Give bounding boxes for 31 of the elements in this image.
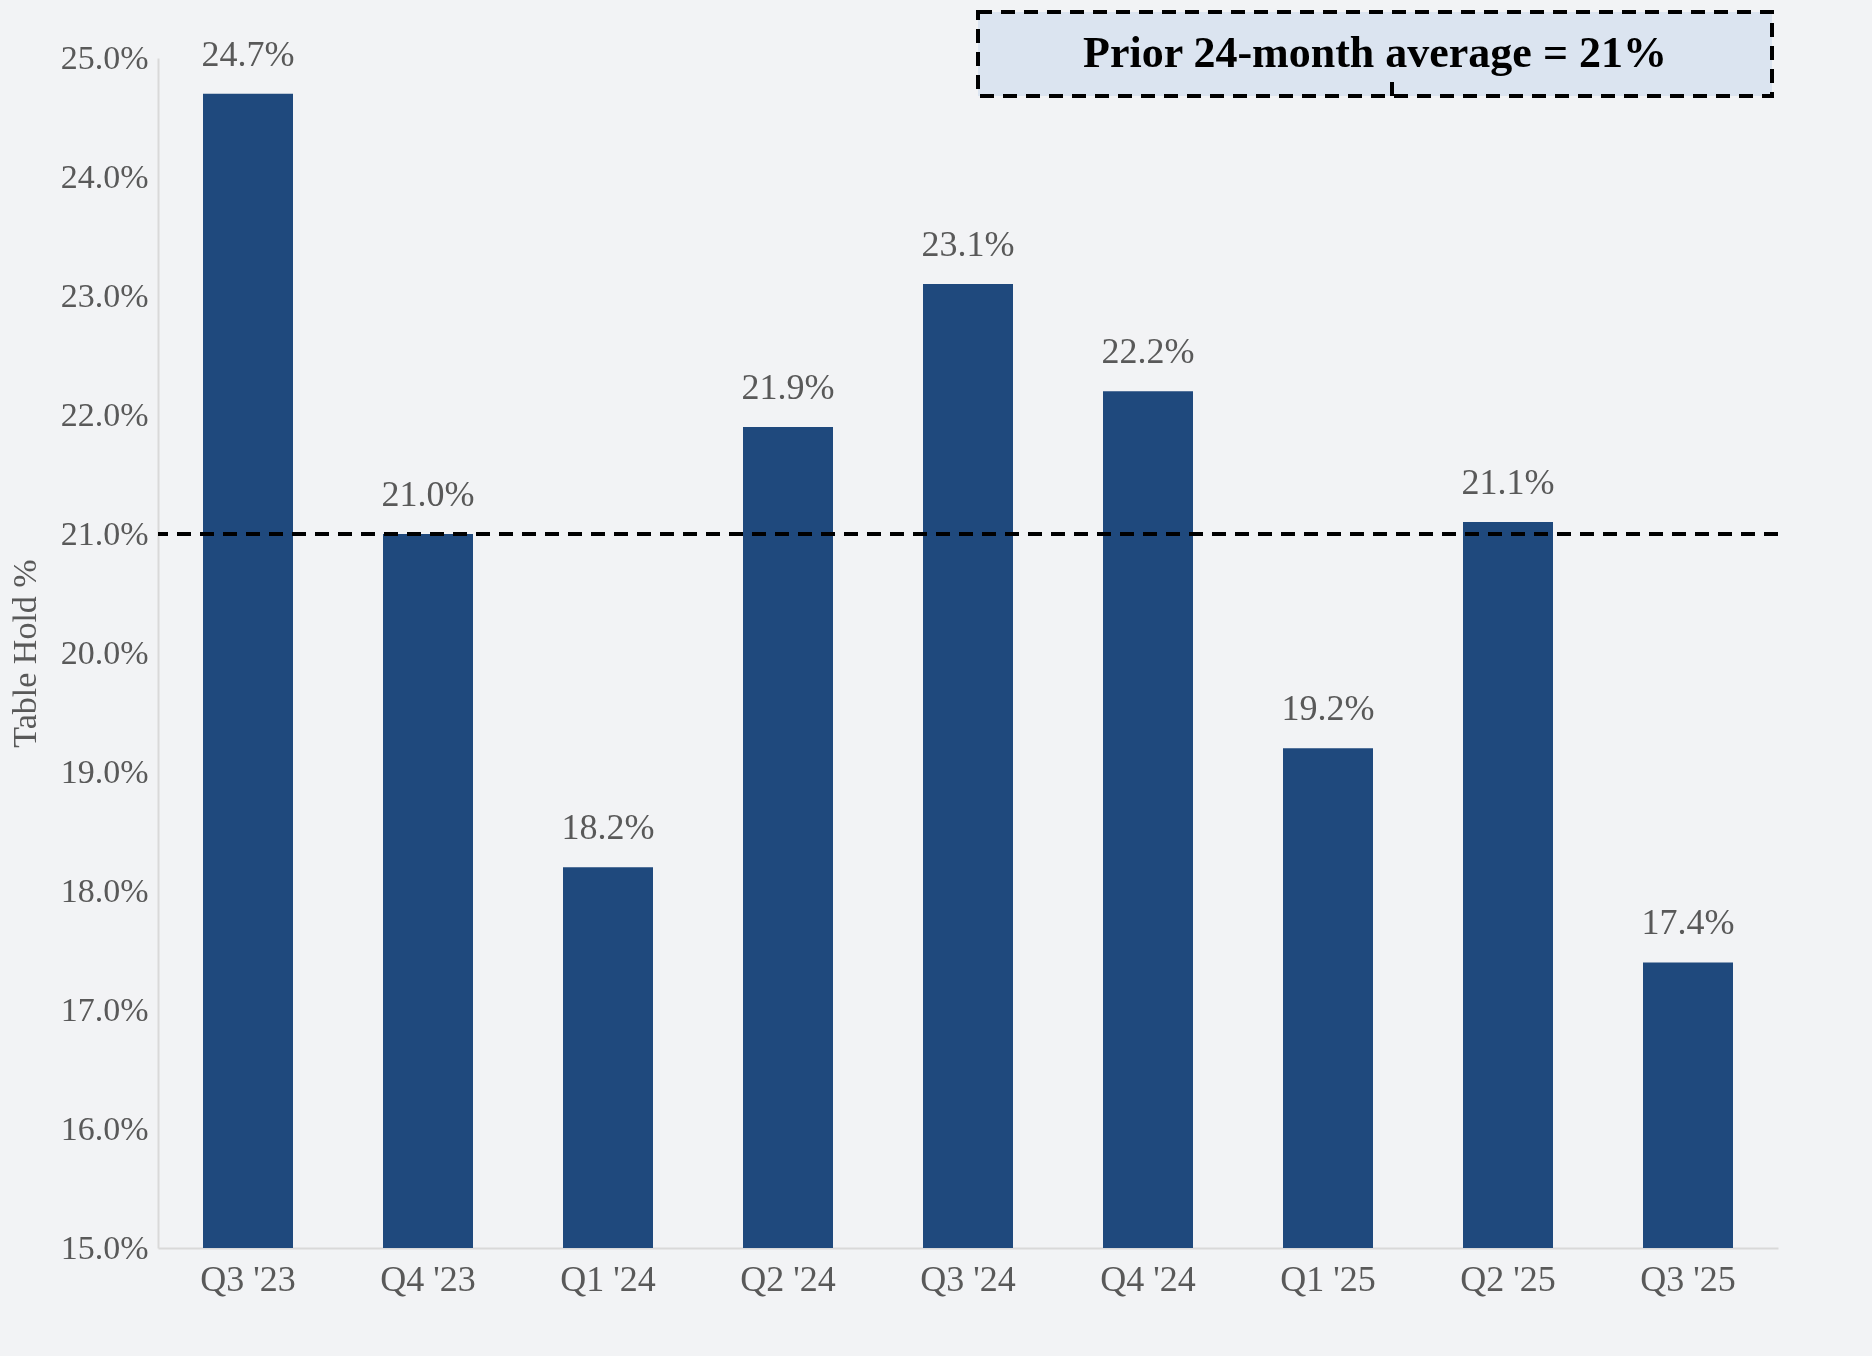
y-tick-label: 19.0% [60,752,149,790]
y-tick-label: 21.0% [60,514,149,552]
x-tick-label: Q4 '24 [1100,1258,1196,1299]
data-label: 17.4% [1641,902,1735,943]
data-label: 22.2% [1101,331,1195,372]
y-tick-label: 23.0% [60,276,149,314]
y-tick-label: 16.0% [60,1109,149,1147]
data-label: 24.7% [201,33,295,74]
y-tick-label: 25.0% [60,38,149,76]
x-tick-label: Q3 '23 [200,1258,296,1299]
x-tick-label: Q2 '24 [740,1258,836,1299]
ref-line-label: Prior 24-month average = 21% [1083,28,1667,77]
y-tick-label: 18.0% [60,871,149,909]
x-tick-label: Q2 '25 [1460,1258,1556,1299]
y-tick-label: 22.0% [60,395,149,433]
data-label: 21.9% [741,366,835,407]
x-tick-label: Q3 '24 [920,1258,1016,1299]
x-tick-label: Q1 '25 [1280,1258,1376,1299]
y-tick-label: 15.0% [60,1228,149,1266]
data-label: 19.2% [1281,688,1375,729]
data-label: 23.1% [921,224,1015,265]
x-tick-label: Q4 '23 [380,1258,476,1299]
x-tick-label: Q3 '25 [1640,1258,1736,1299]
data-label: 21.0% [381,474,475,514]
data-label: 21.1% [1461,462,1555,503]
data-label: 18.2% [561,807,655,848]
y-axis-title: Table Hold % [5,559,43,748]
y-tick-label: 24.0% [60,157,149,195]
x-tick-label: Q1 '24 [560,1258,656,1299]
y-tick-label: 20.0% [60,633,149,671]
y-tick-label: 17.0% [60,990,149,1028]
